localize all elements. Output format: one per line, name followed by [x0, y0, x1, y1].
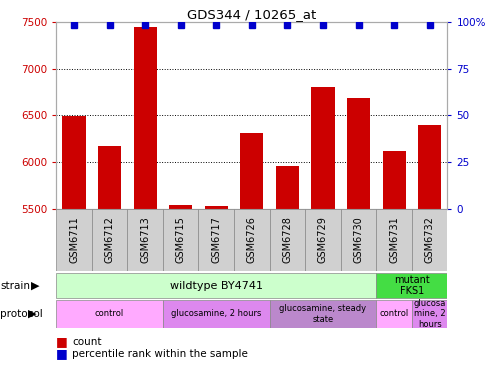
Bar: [98, 146, 121, 209]
Bar: [163, 300, 269, 328]
Text: ▶: ▶: [31, 281, 39, 291]
Bar: [269, 300, 376, 328]
Text: ■: ■: [56, 336, 68, 348]
Bar: [411, 209, 447, 271]
Text: GSM6728: GSM6728: [282, 216, 292, 263]
Text: GSM6729: GSM6729: [317, 216, 327, 263]
Bar: [127, 209, 163, 271]
Bar: [234, 209, 269, 271]
Bar: [411, 300, 447, 328]
Bar: [311, 87, 334, 209]
Bar: [163, 209, 198, 271]
Bar: [346, 98, 369, 209]
Text: count: count: [72, 337, 102, 347]
Bar: [240, 133, 263, 209]
Bar: [376, 273, 447, 298]
Text: GSM6731: GSM6731: [388, 216, 398, 263]
Bar: [56, 273, 376, 298]
Text: control: control: [95, 309, 124, 318]
Title: GDS344 / 10265_at: GDS344 / 10265_at: [187, 8, 316, 21]
Text: glucosamine, 2 hours: glucosamine, 2 hours: [171, 309, 261, 318]
Bar: [92, 209, 127, 271]
Text: GSM6712: GSM6712: [104, 216, 114, 263]
Text: GSM6715: GSM6715: [175, 216, 185, 263]
Text: protocol: protocol: [0, 309, 43, 319]
Text: glucosamine, steady
state: glucosamine, steady state: [279, 304, 366, 324]
Text: strain: strain: [0, 281, 30, 291]
Bar: [169, 205, 192, 209]
Bar: [62, 116, 85, 209]
Bar: [340, 209, 376, 271]
Bar: [198, 209, 234, 271]
Text: ▶: ▶: [28, 309, 36, 319]
Text: wildtype BY4741: wildtype BY4741: [169, 281, 262, 291]
Bar: [204, 206, 227, 209]
Text: GSM6713: GSM6713: [140, 216, 150, 263]
Bar: [417, 124, 440, 209]
Text: control: control: [379, 309, 408, 318]
Text: GSM6726: GSM6726: [246, 216, 256, 263]
Bar: [382, 151, 405, 209]
Text: percentile rank within the sample: percentile rank within the sample: [72, 348, 248, 359]
Bar: [376, 209, 411, 271]
Text: glucosa
mine, 2
hours: glucosa mine, 2 hours: [413, 299, 445, 329]
Bar: [56, 209, 92, 271]
Bar: [133, 27, 156, 209]
Bar: [376, 300, 411, 328]
Bar: [269, 209, 305, 271]
Bar: [275, 166, 298, 209]
Text: GSM6730: GSM6730: [353, 216, 363, 263]
Text: GSM6732: GSM6732: [424, 216, 434, 263]
Text: GSM6711: GSM6711: [69, 216, 79, 263]
Bar: [56, 300, 163, 328]
Text: GSM6717: GSM6717: [211, 216, 221, 263]
Bar: [305, 209, 340, 271]
Text: mutant
FKS1: mutant FKS1: [393, 275, 429, 296]
Text: ■: ■: [56, 347, 68, 360]
